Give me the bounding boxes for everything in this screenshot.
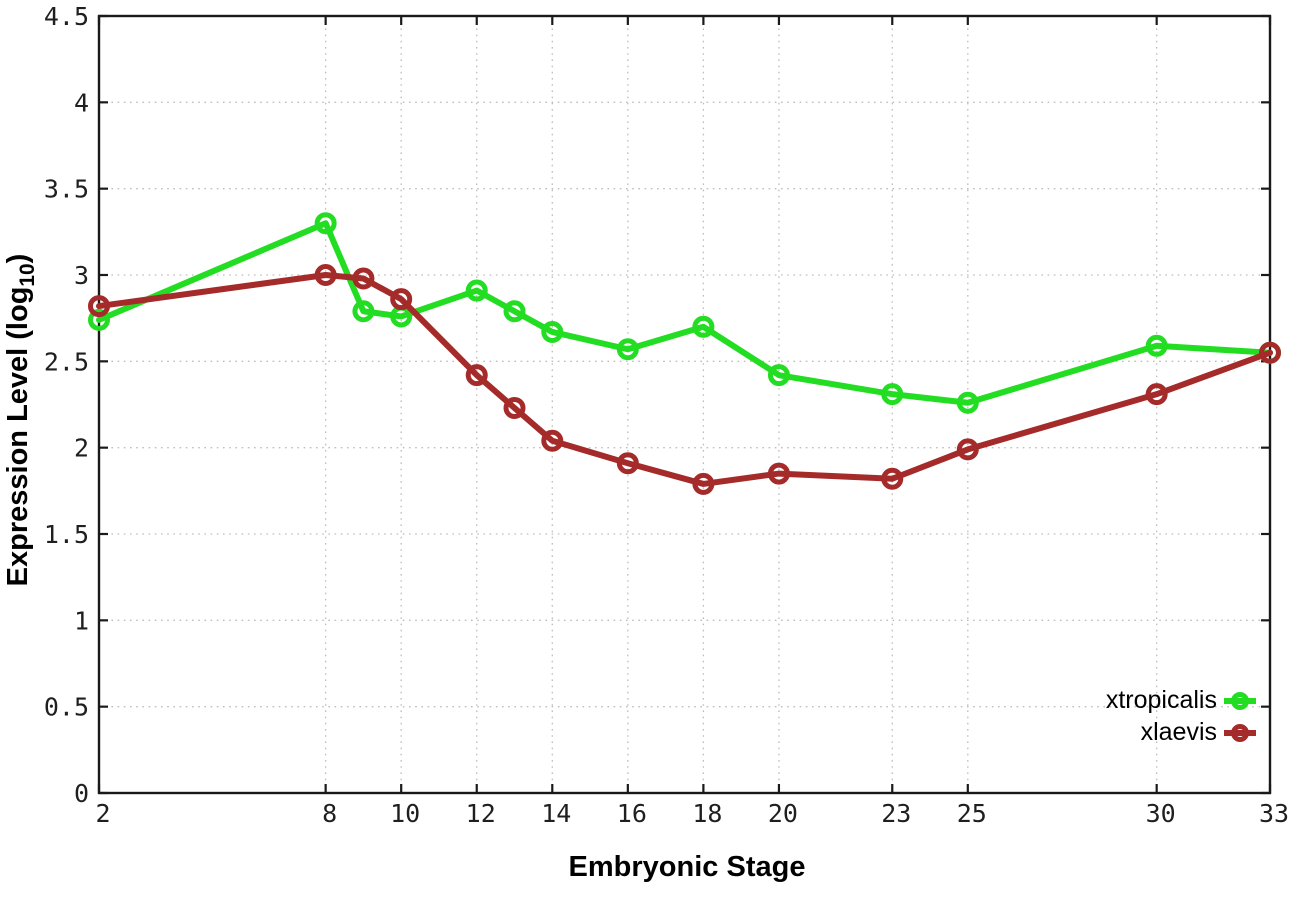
data-point-xlaevis — [503, 396, 526, 419]
y-axis-title-close: ) — [2, 253, 35, 264]
data-point-xlaevis — [1145, 383, 1168, 406]
y-tick-label: 4 — [74, 88, 89, 117]
y-tick-label: 0 — [74, 779, 89, 808]
x-tick-label: 16 — [617, 799, 647, 828]
legend-label-xtropicalis: xtropicalis — [1105, 686, 1217, 714]
series-line-xlaevis — [96, 272, 1273, 487]
x-tick-label: 14 — [541, 799, 571, 828]
x-tick-label: 2 — [95, 799, 110, 828]
y-tick-label: 2.5 — [44, 347, 89, 376]
plot-border — [97, 14, 1272, 795]
data-point-xtropicalis — [1145, 334, 1168, 357]
data-point-xtropicalis — [616, 338, 639, 361]
data-point-xtropicalis — [541, 320, 564, 343]
x-tick-label: 8 — [322, 799, 337, 828]
x-tick-label: 23 — [881, 799, 911, 828]
x-tick-label: 25 — [957, 799, 987, 828]
data-point-xtropicalis — [881, 383, 904, 406]
data-point-xlaevis — [88, 295, 110, 318]
y-tick-label: 3.5 — [44, 175, 89, 204]
x-axis-title: Embryonic Stage — [568, 851, 806, 883]
y-axis-title-subscript: 10 — [15, 263, 39, 287]
legend: xtropicalis xlaevis — [1105, 686, 1256, 746]
legend-row-xlaevis: xlaevis — [1106, 718, 1256, 746]
data-point-xtropicalis — [692, 315, 715, 338]
legend-label-xlaevis: xlaevis — [1140, 718, 1217, 746]
data-point-xtropicalis — [465, 279, 488, 302]
y-tick-label: 0.5 — [44, 693, 89, 722]
y-tick-label: 3 — [74, 261, 89, 290]
y-tick-label: 1.5 — [44, 520, 89, 549]
data-point-xlaevis — [767, 462, 790, 485]
legend-circle-marker-icon — [1231, 691, 1249, 710]
data-point-xtropicalis — [88, 308, 110, 331]
y-tick-label: 1 — [74, 606, 89, 635]
data-point-xlaevis — [390, 288, 413, 311]
y-tick-label: 4.5 — [44, 2, 89, 31]
x-tick-label: 30 — [1146, 799, 1176, 828]
y-tick-label: 2 — [74, 434, 89, 463]
legend-row-xtropicalis: xtropicalis — [1105, 686, 1256, 714]
data-point-xlaevis — [314, 264, 337, 286]
x-tick-label: 10 — [390, 799, 420, 828]
data-point-xlaevis — [1259, 341, 1281, 364]
data-point-xlaevis — [541, 429, 564, 452]
legend-swatch-xlaevis — [1224, 721, 1256, 745]
legend-circle-marker-icon — [1231, 723, 1249, 742]
data-point-xlaevis — [956, 438, 979, 461]
data-point-xlaevis — [692, 472, 715, 495]
legend-swatch-xtropicalis — [1224, 689, 1256, 713]
data-point-xlaevis — [616, 452, 639, 475]
data-point-xtropicalis — [767, 364, 790, 387]
y-axis-title-text: Expression Level (log — [2, 286, 35, 587]
data-point-xtropicalis — [956, 391, 979, 414]
data-point-xtropicalis — [314, 212, 337, 235]
x-tick-label: 12 — [466, 799, 496, 828]
y-axis-title: Expression Level (log10) — [2, 254, 40, 587]
data-point-xlaevis — [352, 267, 375, 290]
x-tick-label: 18 — [692, 799, 722, 828]
data-point-xlaevis — [881, 467, 904, 490]
x-tick-label: 33 — [1259, 799, 1289, 828]
series-line-xtropicalis — [96, 220, 1273, 406]
data-point-xtropicalis — [352, 300, 375, 323]
x-tick-label: 20 — [768, 799, 798, 828]
data-point-xtropicalis — [503, 300, 526, 323]
data-point-xlaevis — [465, 364, 488, 387]
